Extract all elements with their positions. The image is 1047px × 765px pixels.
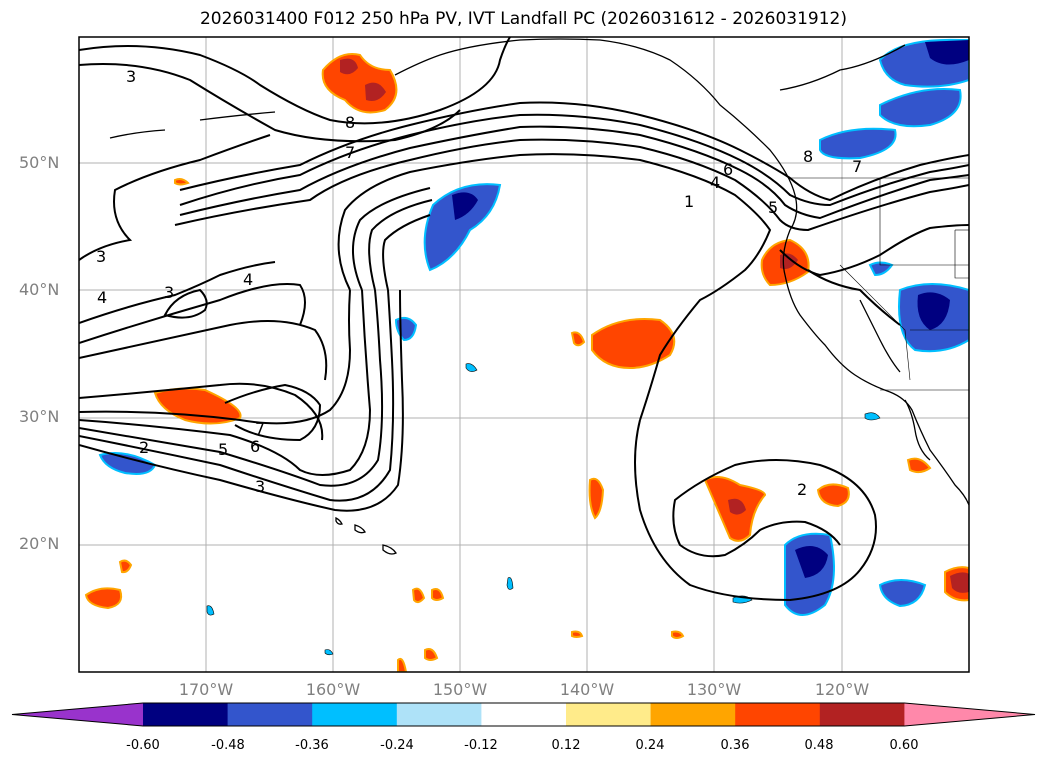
contour-label-group: 3 8 7 6 4 1 5 7 8 3 4 3 4 7 6 5 3 2 2 [96, 67, 862, 499]
contour-label: 4 [710, 173, 720, 192]
contour-label: 6 [250, 437, 260, 456]
contour-label: 3 [255, 477, 265, 496]
lat-label: 20°N [19, 534, 60, 553]
colorbar-extend-min [12, 703, 143, 726]
colorbar-segment [396, 703, 482, 726]
colorbar-segment [143, 703, 229, 726]
contour-label: 8 [345, 113, 355, 132]
contour-label: 3 [96, 247, 106, 266]
contour-label: 2 [797, 480, 807, 499]
lat-label: 30°N [19, 407, 60, 426]
colorbar-tick-label: -0.48 [211, 738, 245, 753]
negative-anomaly-fills [98, 38, 969, 616]
contour-label: 7 [852, 157, 862, 176]
contour-label: 6 [723, 160, 733, 179]
colorbar-segment [735, 703, 821, 726]
contour-label: 5 [768, 198, 778, 217]
colorbar-tick-label: 0.12 [551, 738, 581, 753]
plot-area [79, 37, 969, 672]
contour-label: 8 [803, 147, 813, 166]
colorbar-segment [227, 703, 313, 726]
colorbar-segment [481, 703, 567, 726]
lon-label: 120°W [814, 680, 870, 699]
colorbar [11, 702, 1036, 727]
contour-label: 4 [243, 270, 253, 289]
contour-label: 7 [345, 143, 355, 162]
contour-label: 4 [97, 288, 107, 307]
contour-label: 5 [218, 440, 228, 459]
lon-label: 150°W [432, 680, 488, 699]
colorbar-extend-max [904, 703, 1035, 726]
lon-label: 140°W [559, 680, 615, 699]
colorbar-segment [650, 703, 736, 726]
coastlines [109, 38, 969, 555]
contour-label: 7 [255, 419, 265, 438]
colorbar-tick-label: 0.36 [720, 738, 750, 753]
colorbar-tick-label: -0.24 [380, 738, 414, 753]
contour-label: 2 [139, 438, 149, 457]
map-title: 2026031400 F012 250 hPa PV, IVT Landfall… [199, 9, 847, 29]
contour-label: 3 [164, 283, 174, 302]
colorbar-outline [11, 702, 1036, 727]
lon-label: 170°W [178, 680, 234, 699]
positive-anomaly-fills [84, 53, 969, 672]
contour-label: 3 [126, 67, 136, 86]
contour-label: 1 [684, 192, 694, 211]
colorbar-segment [566, 703, 652, 726]
colorbar-tick-label: 0.24 [635, 738, 665, 753]
plot-border [78, 36, 970, 673]
lon-label: 130°W [686, 680, 742, 699]
colorbar-tick-label: 0.60 [889, 738, 919, 753]
colorbar-tick-label: -0.36 [295, 738, 329, 753]
pv-contours [79, 37, 969, 602]
lon-label: 160°W [305, 680, 361, 699]
colorbar-tick-label: -0.60 [126, 738, 160, 753]
colorbar-segment [312, 703, 398, 726]
colorbar-segment [819, 703, 905, 726]
colorbar-tick-label: 0.48 [804, 738, 834, 753]
lat-label: 40°N [19, 280, 60, 299]
colorbar-tick-label: -0.12 [464, 738, 498, 753]
lat-label: 50°N [19, 153, 60, 172]
